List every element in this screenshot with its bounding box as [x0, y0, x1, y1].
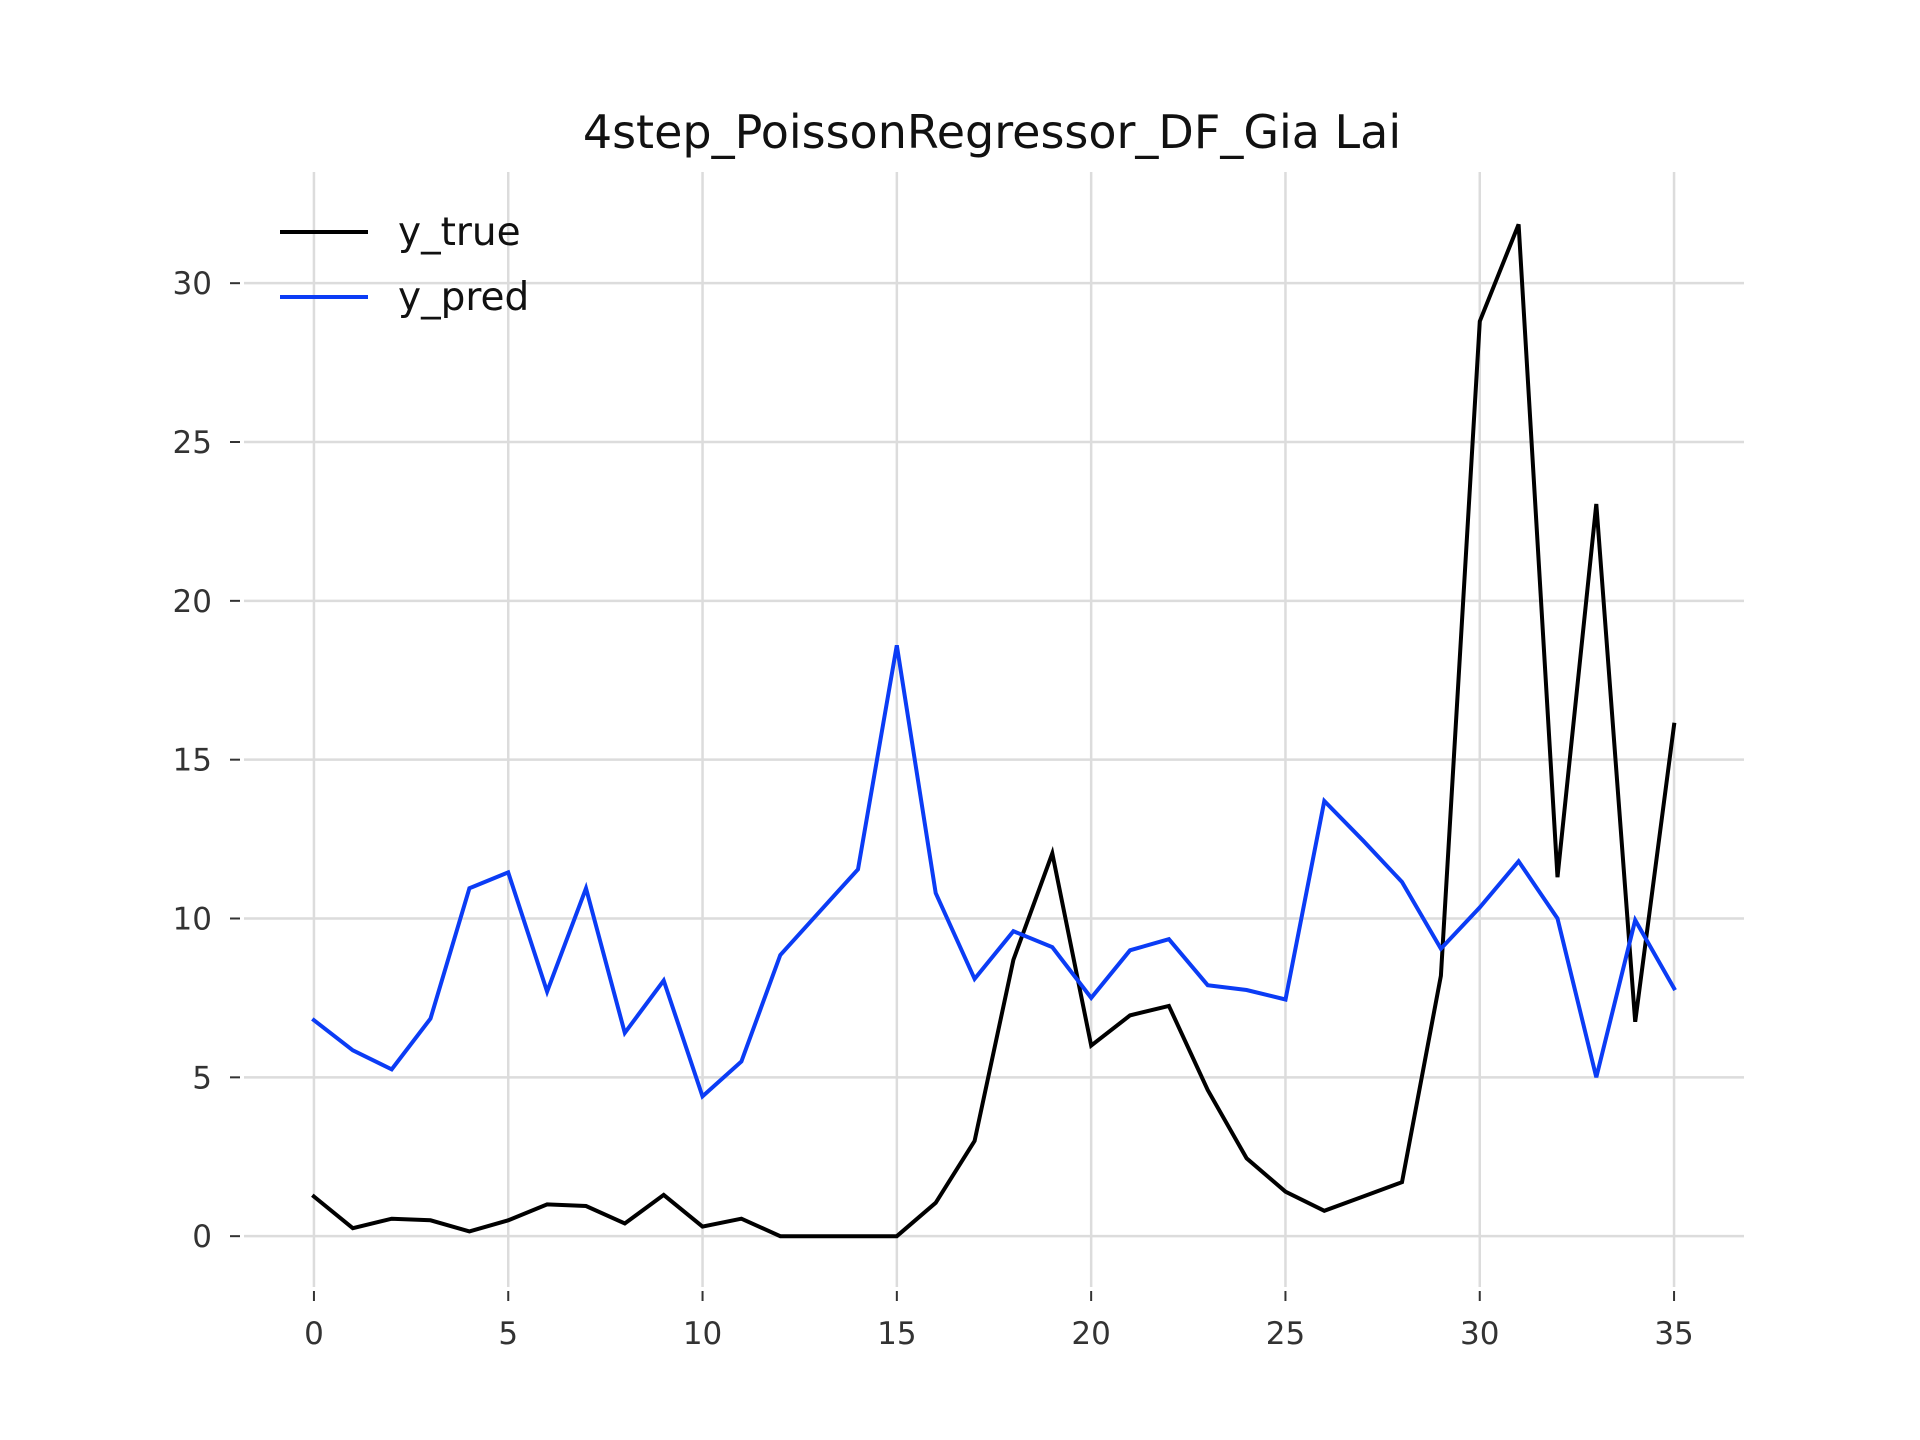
grid [244, 172, 1744, 1287]
series-line-y_pred [311, 644, 1677, 1100]
legend-label-y_true: y_true [398, 210, 521, 255]
y-tick-label: 10 [173, 902, 212, 938]
y-tick-label: 20 [173, 584, 212, 620]
x-tick-label: 0 [304, 1316, 324, 1352]
x-tick-label: 30 [1460, 1316, 1499, 1352]
x-tick-label: 35 [1654, 1316, 1693, 1352]
axes: 0 5 10 15 20 25 30 35 0 5 10 15 20 25 30 [173, 266, 1694, 1352]
series-lines [311, 223, 1677, 1239]
x-tick-label: 20 [1071, 1316, 1110, 1352]
legend-label-y_pred: y_pred [398, 275, 529, 320]
legend: y_true y_pred [280, 210, 529, 320]
y-tick-label: 5 [192, 1060, 212, 1096]
y-tick-label: 30 [173, 266, 212, 302]
y-tick-label: 15 [173, 743, 212, 779]
x-tick-label: 5 [498, 1316, 518, 1352]
series-line-y_true [311, 223, 1677, 1239]
y-tick-label: 25 [173, 425, 212, 461]
x-tick-label: 25 [1266, 1316, 1305, 1352]
y-tick-label: 0 [192, 1219, 212, 1255]
x-tick-label: 10 [683, 1316, 722, 1352]
x-tick-label: 15 [877, 1316, 916, 1352]
chart-title: 4step_PoissonRegressor_DF_Gia Lai [583, 105, 1401, 159]
